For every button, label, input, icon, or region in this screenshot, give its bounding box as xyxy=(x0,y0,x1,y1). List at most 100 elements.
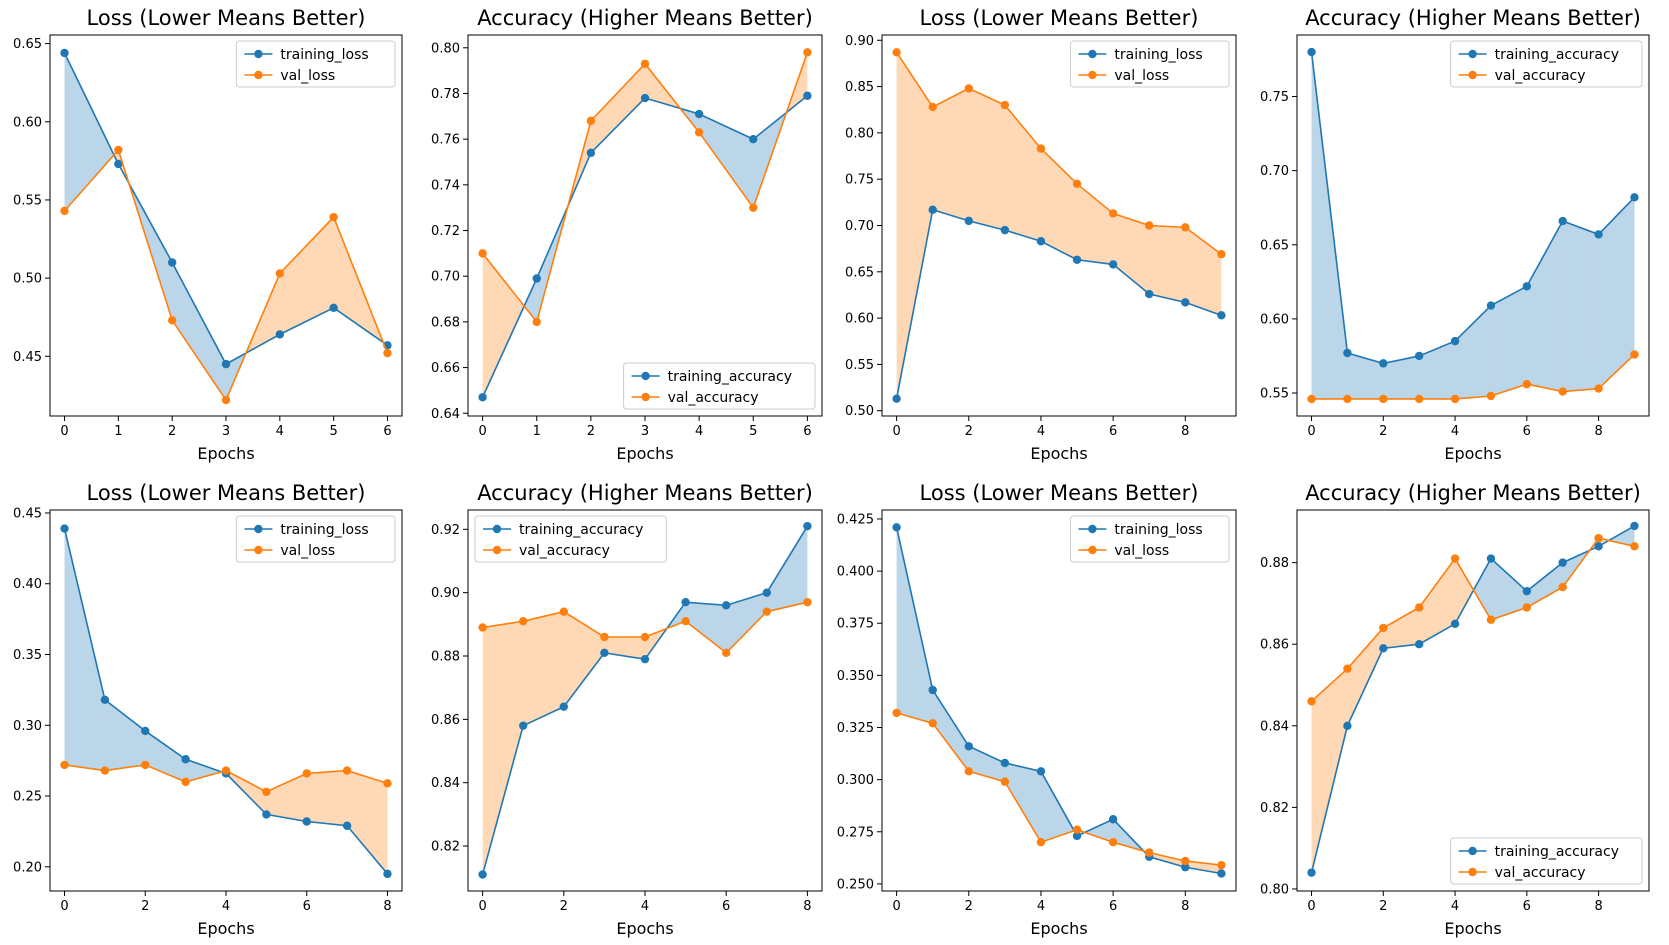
x-tick-label: 1 xyxy=(533,424,541,439)
data-point xyxy=(262,810,271,819)
legend: training_accuracy val_accuracy xyxy=(1450,40,1643,88)
x-axis-label: Epochs xyxy=(1444,919,1501,938)
x-tick-label: 8 xyxy=(1594,899,1602,914)
fill-region xyxy=(932,88,969,221)
data-point xyxy=(262,787,271,796)
x-tick-label: 0 xyxy=(1307,424,1315,439)
x-tick-label: 2 xyxy=(1379,899,1387,914)
data-point xyxy=(1379,644,1388,653)
data-point xyxy=(600,648,609,658)
fill-region xyxy=(726,592,767,653)
legend-label: training_loss xyxy=(280,522,368,538)
data-point xyxy=(1108,209,1118,218)
data-point xyxy=(1217,250,1226,259)
x-tick-label: 5 xyxy=(749,424,757,439)
x-tick-label: 0 xyxy=(1307,899,1315,914)
data-point xyxy=(1558,216,1567,226)
chart-title: Accuracy (Higher Means Better) xyxy=(1305,481,1641,505)
legend-box xyxy=(1069,40,1230,88)
x-tick-label: 0 xyxy=(60,899,68,914)
fill-region xyxy=(172,262,226,401)
legend-label: val_loss xyxy=(1114,543,1169,559)
y-tick-label: 0.70 xyxy=(845,219,874,234)
x-tick-label: 6 xyxy=(722,899,730,914)
legend-marker xyxy=(492,545,502,555)
data-point xyxy=(640,632,650,642)
x-tick-label: 4 xyxy=(695,424,703,439)
data-point xyxy=(1145,289,1154,299)
data-point xyxy=(1000,777,1010,786)
data-point xyxy=(1108,838,1118,847)
x-tick-label: 4 xyxy=(1037,424,1045,439)
legend-label: val_accuracy xyxy=(1495,68,1586,84)
y-tick-label: 0.86 xyxy=(1260,638,1289,653)
chart-title: Accuracy (Higher Means Better) xyxy=(477,481,813,505)
data-point xyxy=(721,601,731,610)
fill-region xyxy=(590,63,645,153)
data-point xyxy=(1486,391,1496,401)
fill-region xyxy=(1185,860,1222,874)
x-tick-label: 2 xyxy=(965,899,973,914)
axes-frame xyxy=(1296,34,1650,417)
fill-region xyxy=(279,217,334,335)
legend-box xyxy=(474,515,667,563)
data-point xyxy=(1630,350,1639,359)
data-point xyxy=(478,393,487,402)
fill-region xyxy=(1347,627,1384,726)
y-tick-label: 0.300 xyxy=(837,773,874,788)
fill-region xyxy=(1383,607,1420,649)
y-tick-label: 0.45 xyxy=(13,350,42,365)
y-tick-label: 0.400 xyxy=(837,565,874,580)
x-tick-label: 4 xyxy=(1037,899,1045,914)
data-point xyxy=(221,395,231,405)
data-point xyxy=(478,623,487,632)
legend-marker xyxy=(1468,49,1477,59)
data-point xyxy=(803,48,812,57)
chart-title: Loss (Lower Means Better) xyxy=(87,6,366,30)
fill-region xyxy=(932,689,969,772)
data-point xyxy=(1486,301,1496,310)
fill-region xyxy=(1004,762,1041,843)
data-point xyxy=(1522,379,1532,389)
legend: training_loss val_loss xyxy=(235,515,396,563)
fill-region xyxy=(699,114,754,208)
y-tick-label: 0.30 xyxy=(13,719,42,734)
x-axis-label: Epochs xyxy=(1444,444,1501,463)
fill-region xyxy=(64,528,105,771)
y-tick-label: 0.250 xyxy=(837,877,874,892)
x-tick-label: 4 xyxy=(641,899,649,914)
data-point xyxy=(275,330,285,339)
data-point xyxy=(1072,255,1082,264)
data-point xyxy=(1217,311,1226,320)
y-tick-label: 0.66 xyxy=(431,361,460,376)
data-point xyxy=(1379,359,1388,368)
series-line-training_loss xyxy=(63,52,388,366)
data-point xyxy=(1145,221,1154,230)
y-tick-label: 0.70 xyxy=(431,270,460,285)
x-tick-label: 4 xyxy=(1451,424,1459,439)
fill-region xyxy=(1040,771,1075,843)
data-point xyxy=(1036,838,1046,847)
data-point xyxy=(1181,223,1190,232)
legend-label: val_accuracy xyxy=(668,390,759,406)
data-point xyxy=(1108,260,1118,269)
legend-marker xyxy=(641,371,650,381)
x-tick-label: 4 xyxy=(222,899,230,914)
legend-label: training_accuracy xyxy=(668,369,792,385)
data-point xyxy=(640,59,650,68)
x-tick-label: 6 xyxy=(383,424,391,439)
data-point xyxy=(141,726,150,736)
fill-region xyxy=(896,52,933,399)
data-point xyxy=(640,93,650,103)
data-point xyxy=(928,205,937,214)
y-tick-label: 0.76 xyxy=(431,133,460,148)
x-tick-label: 3 xyxy=(641,424,649,439)
subplot-3: 0 2 4 6 8 0.50 0.55 0.60 0.65 0.70 0.75 0.80 0.85 0.9… xyxy=(845,6,1237,463)
data-point xyxy=(681,597,690,607)
data-point xyxy=(1450,336,1460,346)
data-point xyxy=(964,216,973,226)
fill-region xyxy=(1185,227,1222,316)
fill-region xyxy=(1598,197,1635,389)
data-point xyxy=(964,742,973,751)
